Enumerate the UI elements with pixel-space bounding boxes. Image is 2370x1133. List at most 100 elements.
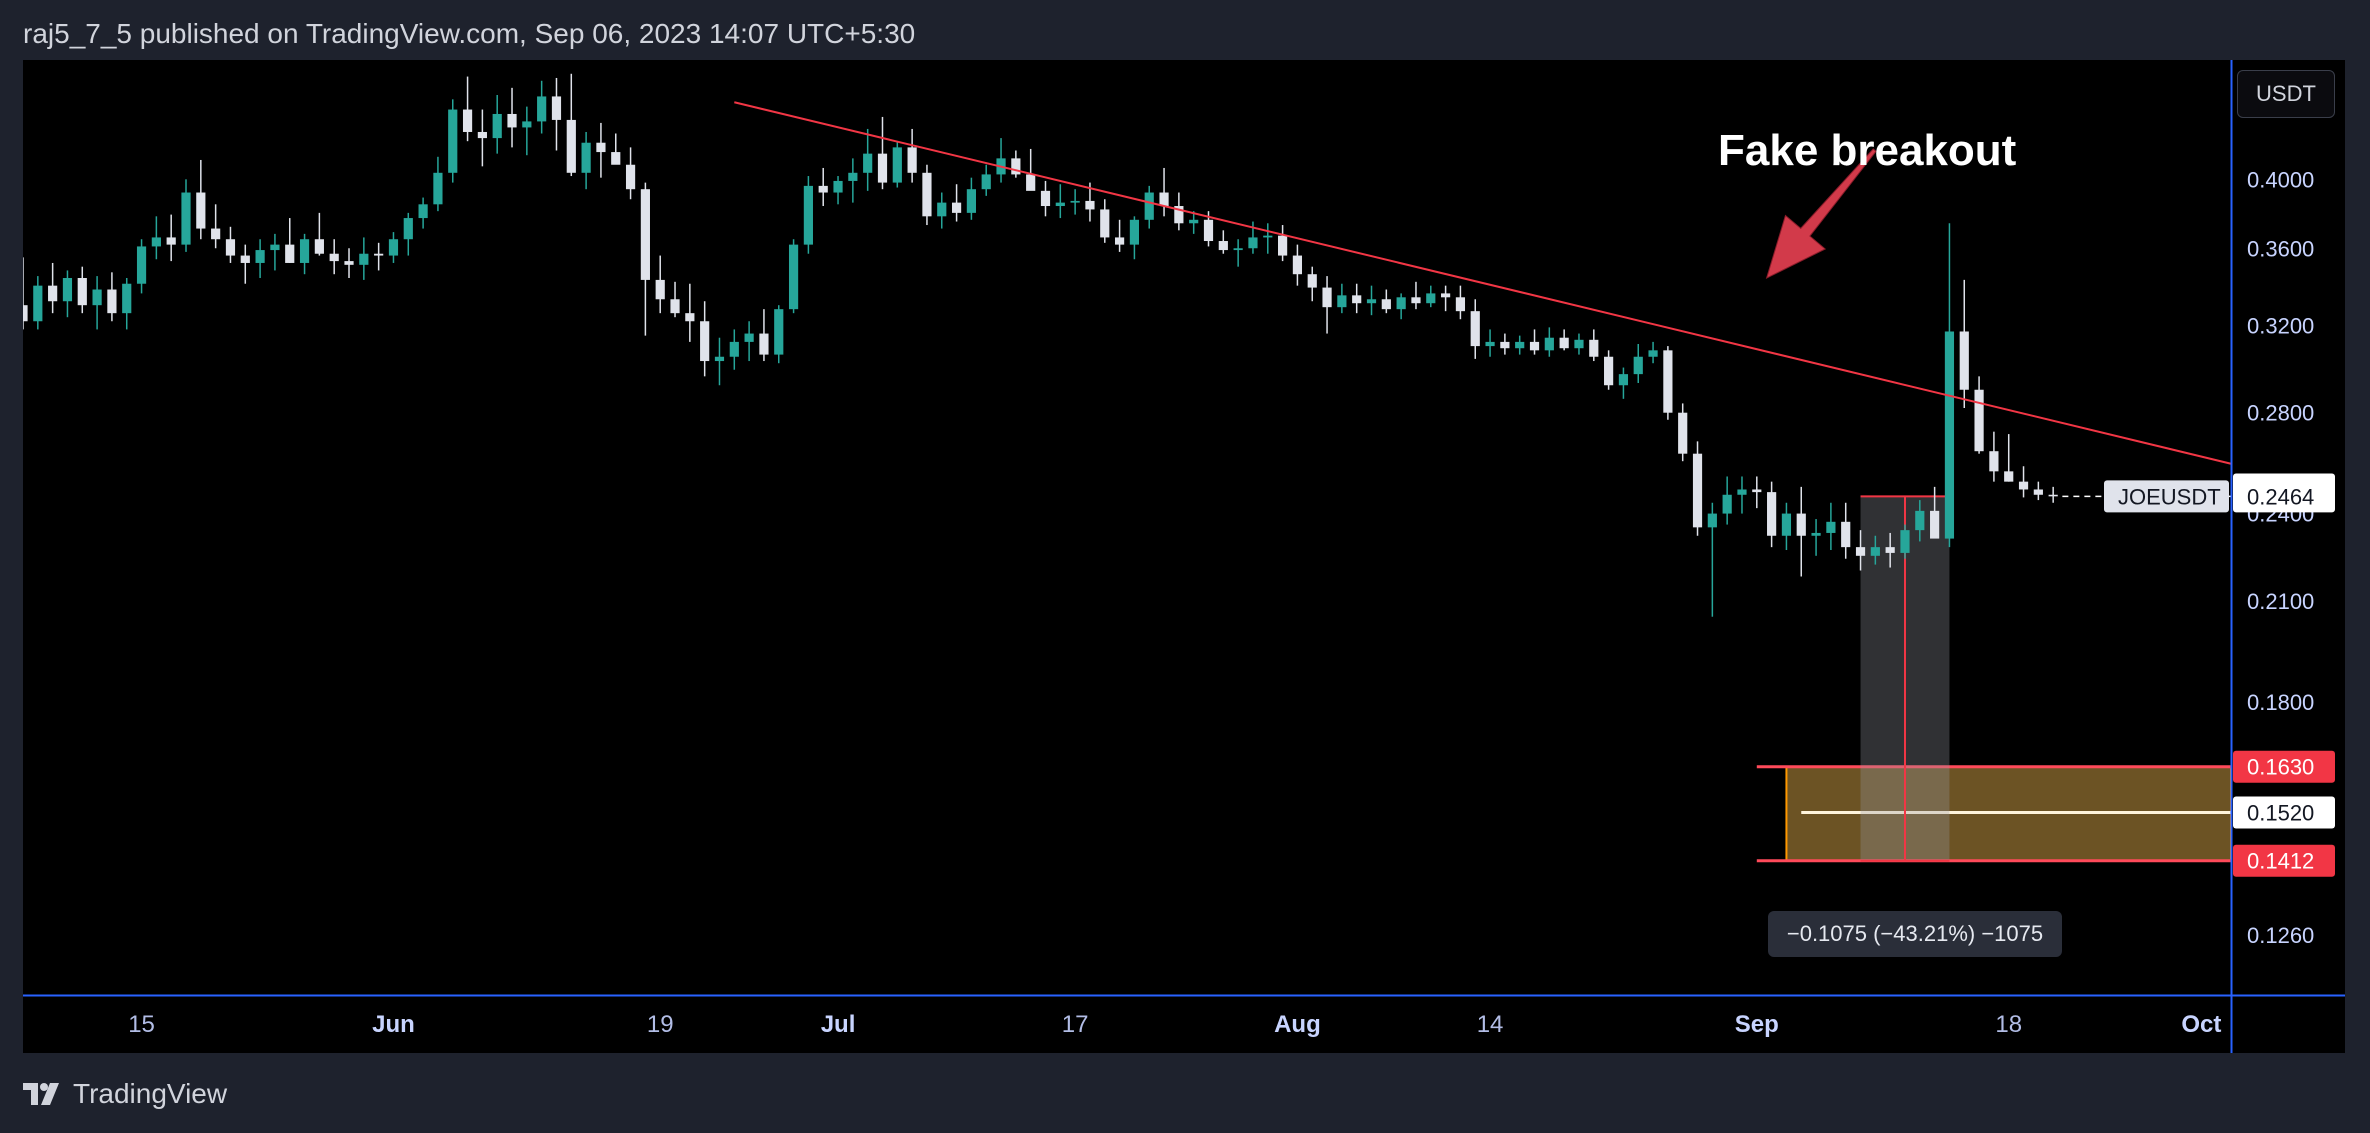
candle <box>196 192 206 229</box>
x-tick-label: Jun <box>372 1011 415 1038</box>
candle <box>1426 293 1436 304</box>
candle <box>551 96 562 120</box>
candle <box>1114 237 1125 245</box>
candle <box>48 285 58 302</box>
x-tick-label: 14 <box>1477 1011 1504 1038</box>
candle <box>1144 192 1154 220</box>
candle <box>1248 237 1258 249</box>
candle <box>877 153 888 183</box>
candle <box>1692 453 1703 528</box>
candle <box>774 309 784 355</box>
candle <box>863 153 873 173</box>
candle <box>329 253 339 262</box>
candle <box>211 228 221 240</box>
price-label: 0.1630 <box>2247 755 2314 780</box>
price-label-bg <box>2233 844 2335 877</box>
measure-label: −0.1075 (−43.21%) −1075 <box>1768 911 2062 957</box>
candle <box>1633 356 1643 375</box>
candle <box>255 250 265 263</box>
candle <box>1129 219 1140 245</box>
candle <box>77 277 87 306</box>
tradingview-logo-icon <box>23 1083 59 1105</box>
candle <box>744 333 754 342</box>
y-tick-label: 0.3600 <box>2247 236 2314 261</box>
candle <box>640 189 650 280</box>
candle <box>1055 202 1065 207</box>
candle <box>1959 331 1969 390</box>
candle <box>1470 311 1480 347</box>
annotation-arrow-icon <box>1765 148 1877 280</box>
candle <box>2033 489 2043 495</box>
annotation-text: Fake breakout <box>1718 126 2017 175</box>
candle <box>477 131 487 139</box>
candle <box>1604 356 1614 386</box>
candle <box>1011 158 1021 175</box>
candle <box>151 237 161 247</box>
candle <box>62 277 73 302</box>
y-tick-label: 0.1800 <box>2247 690 2314 715</box>
y-tick-label: 0.1260 <box>2247 923 2314 948</box>
candle <box>1752 489 1762 493</box>
y-tick-label: 0.2800 <box>2247 401 2314 426</box>
candle <box>1441 293 1451 298</box>
candle <box>344 261 354 265</box>
candle <box>1189 219 1199 224</box>
candle <box>1381 299 1391 310</box>
candle <box>1559 337 1569 349</box>
price-chart[interactable]: 0.45000.40000.36000.32000.28000.24000.21… <box>23 60 2345 1053</box>
candle <box>1263 235 1273 238</box>
candle <box>507 113 517 128</box>
price-label: 0.1520 <box>2247 800 2314 825</box>
candle <box>729 341 739 357</box>
candle <box>1307 274 1317 288</box>
candle <box>537 96 547 122</box>
candle <box>136 246 147 284</box>
candle <box>1930 510 1940 539</box>
candle <box>1337 295 1347 308</box>
x-tick-label: 17 <box>1062 1011 1089 1038</box>
candle <box>314 239 324 254</box>
candle <box>1855 547 1866 556</box>
candle <box>522 121 532 128</box>
candle <box>1085 200 1095 210</box>
candle <box>181 192 191 245</box>
chart-pane[interactable]: 0.45000.40000.36000.32000.28000.24000.21… <box>23 60 2345 1053</box>
publish-info: raj5_7_5 published on TradingView.com, S… <box>23 18 916 49</box>
candle <box>1159 192 1169 207</box>
candle <box>1767 492 1777 536</box>
candle <box>655 279 665 300</box>
y-tick-label: 0.4000 <box>2247 167 2314 192</box>
candle <box>1678 412 1688 454</box>
y-tick-label: 0.3200 <box>2247 313 2314 338</box>
candle <box>359 253 369 265</box>
candle <box>1826 521 1836 533</box>
price-label: 0.1412 <box>2247 849 2314 874</box>
candle <box>2018 481 2029 490</box>
trendline <box>734 101 2232 465</box>
candle <box>403 218 413 240</box>
candle <box>566 119 576 173</box>
candle <box>1278 235 1288 256</box>
candle <box>685 313 695 322</box>
price-label: 0.2464 <box>2247 484 2314 509</box>
candle <box>285 244 295 263</box>
x-tick-label: 15 <box>128 1011 155 1038</box>
candle <box>1455 297 1466 312</box>
candle <box>966 189 976 213</box>
candle <box>1529 341 1540 351</box>
candle <box>1648 350 1658 357</box>
candle <box>23 305 28 322</box>
candle <box>299 239 310 263</box>
candle <box>1944 331 1955 539</box>
candle <box>1515 341 1525 349</box>
currency-button[interactable]: USDT <box>2237 70 2335 118</box>
candle <box>2048 494 2058 497</box>
candle <box>92 289 102 306</box>
candle <box>670 299 680 314</box>
candle <box>1411 297 1421 304</box>
candle <box>581 142 591 173</box>
candle <box>418 204 428 219</box>
footer-brand[interactable]: TradingView <box>23 1076 227 1112</box>
candle <box>1544 337 1554 351</box>
candle <box>981 174 991 190</box>
